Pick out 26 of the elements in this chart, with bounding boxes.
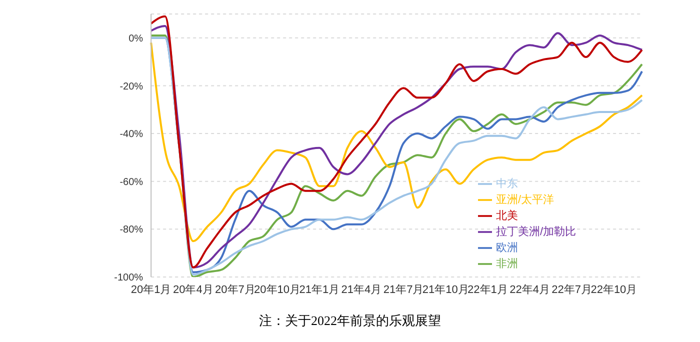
legend-label: 拉丁美洲/加勒比 (496, 226, 576, 238)
x-tick-label: 20年1月 (130, 284, 172, 296)
y-tick-label: 0% (128, 33, 144, 44)
text: 注：关于2022年前景的乐观展望 (258, 312, 442, 330)
legend-label: 中东 (496, 178, 518, 190)
y-tick-label: -20% (120, 81, 144, 92)
x-tick-label: 22年1月 (468, 284, 508, 296)
legend-label: 非洲 (496, 258, 518, 270)
x-tick-label: 21年4月 (341, 284, 382, 296)
x-tick-label: 20年4月 (172, 284, 214, 296)
y-tick-label: -80% (120, 224, 144, 236)
x-tick-label: 22年4月 (510, 284, 550, 296)
legend-label: 亚洲/太平洋 (496, 194, 554, 206)
x-tick-label: 21年1月 (299, 284, 340, 296)
x-tick-label: 20年7月 (215, 284, 256, 296)
x-tick-label: 22年7月 (552, 284, 592, 296)
legend-label: 欧洲 (496, 242, 518, 254)
x-tick-label: 21年7月 (383, 284, 424, 296)
line-series (150, 42, 643, 242)
y-tick-label: -60% (120, 176, 144, 188)
x-tick-label: 22年10月 (590, 284, 638, 296)
y-tick-label: -40% (120, 129, 144, 140)
x-tick-label: 20年10月 (254, 284, 301, 296)
x-tick-label: 21年10月 (422, 284, 469, 296)
y-tick-label: -100% (114, 272, 144, 284)
legend-label: 北美 (496, 210, 518, 222)
